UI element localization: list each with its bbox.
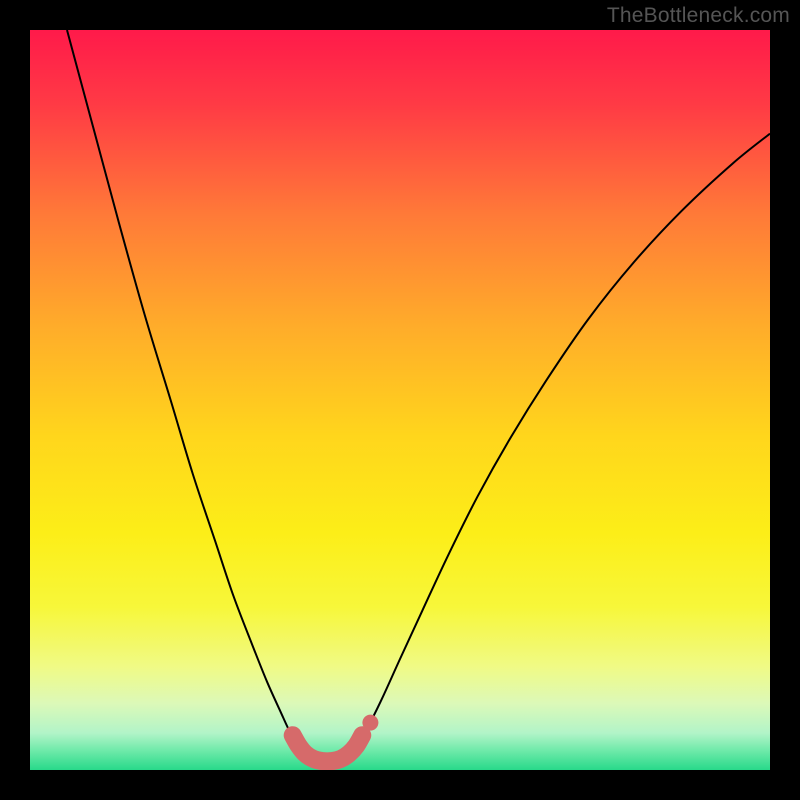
bottleneck-curve-svg bbox=[30, 30, 770, 770]
shoulder-marker bbox=[362, 715, 378, 731]
valley-highlight bbox=[293, 735, 363, 761]
chart-container: TheBottleneck.com bbox=[0, 0, 800, 800]
curve-right-branch bbox=[356, 134, 770, 748]
watermark-text: TheBottleneck.com bbox=[607, 4, 790, 28]
plot-area bbox=[30, 30, 770, 770]
curve-left-branch bbox=[67, 30, 300, 748]
